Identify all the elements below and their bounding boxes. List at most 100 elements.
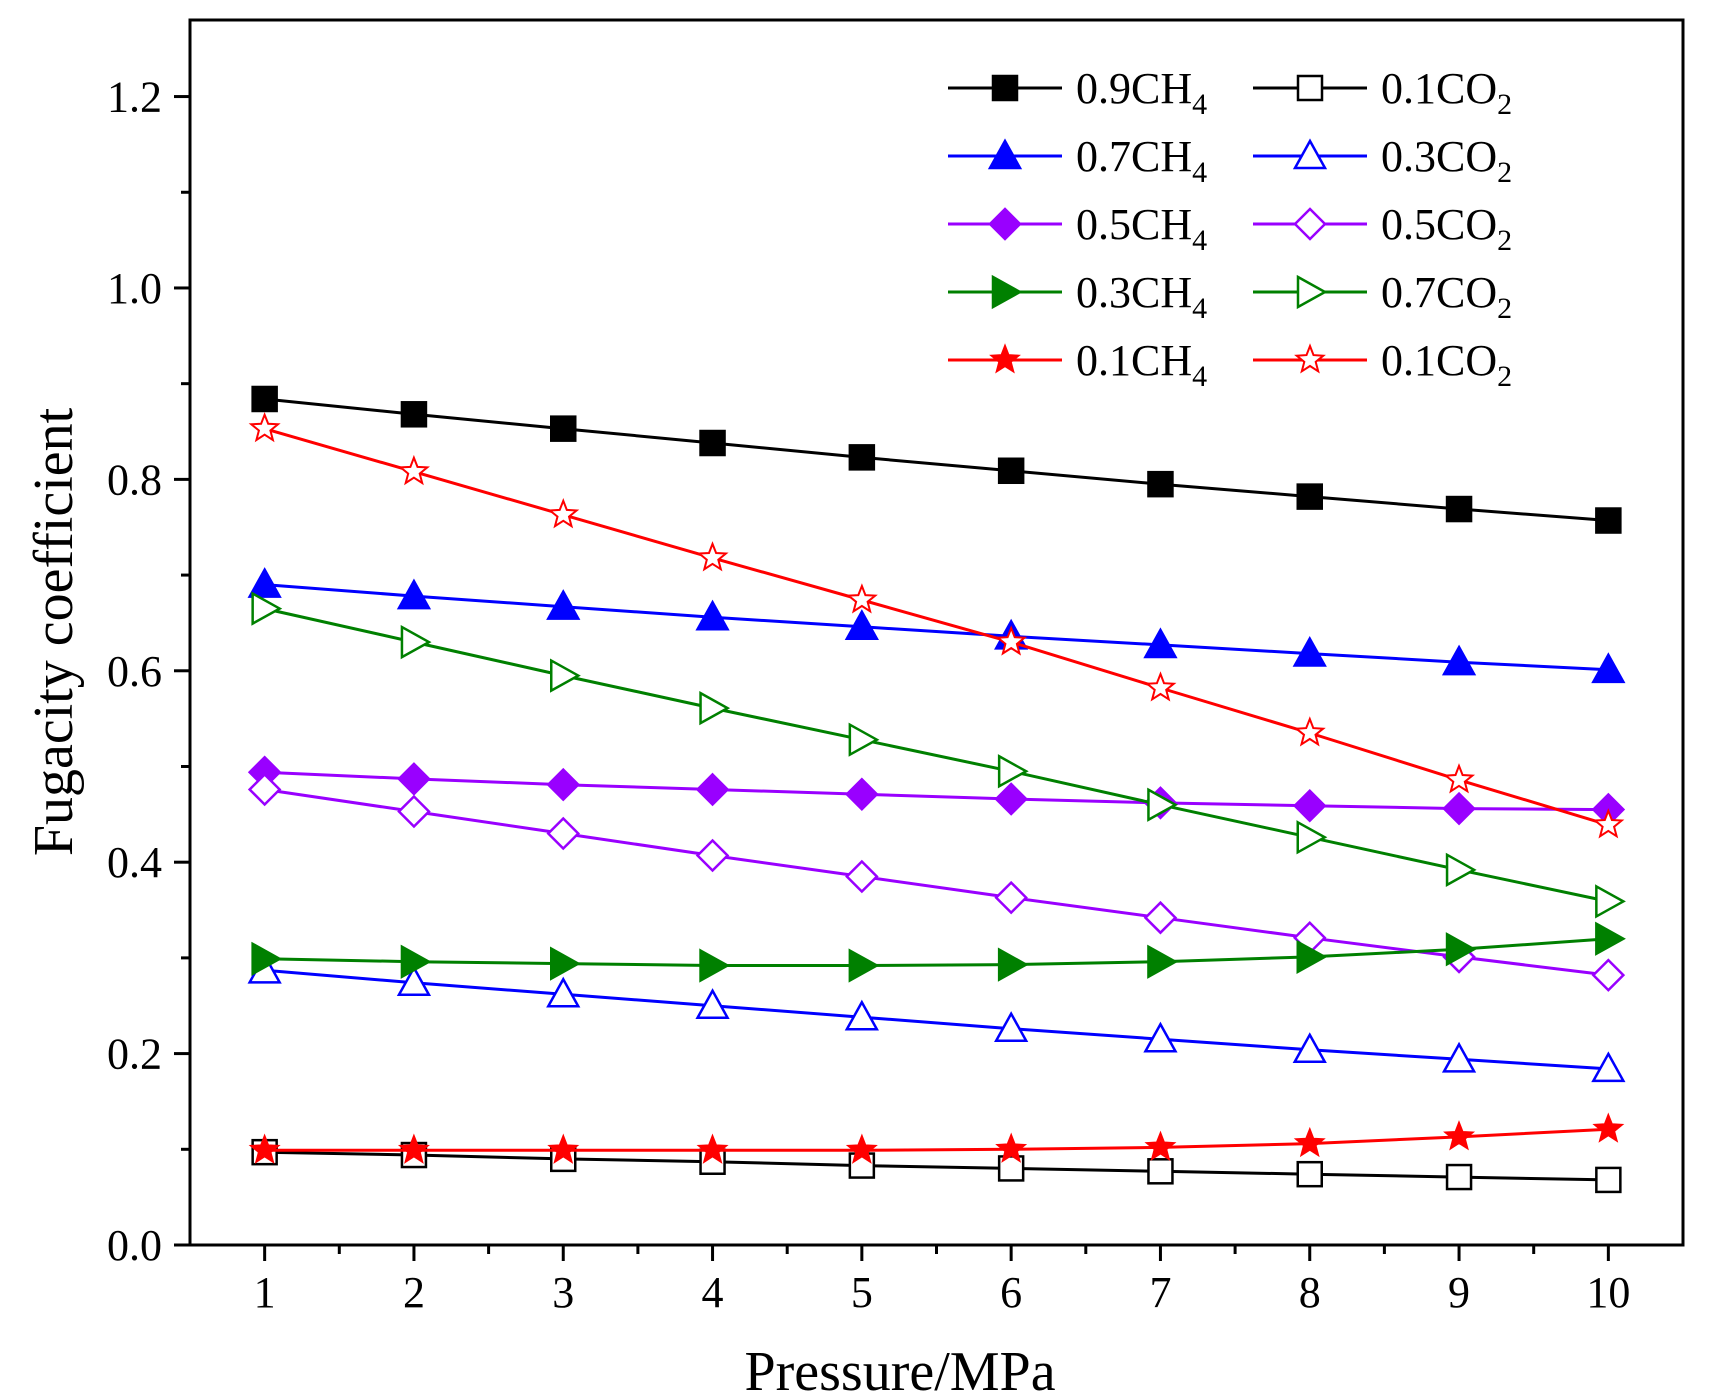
- data-point: [845, 859, 879, 894]
- x-tick-label: 1: [254, 1268, 276, 1317]
- legend-marker: [991, 74, 1019, 102]
- legend-item: 0.9CH4: [948, 64, 1207, 121]
- series-0.1co2: [248, 411, 1625, 839]
- legend-label-main: 0.5CH: [1076, 200, 1192, 249]
- series-0.3co2: [247, 952, 1626, 1083]
- data-point: [994, 1011, 1029, 1042]
- data-point: [1147, 787, 1179, 822]
- data-point: [546, 976, 581, 1008]
- legend-label-subscript: 4: [1192, 224, 1207, 257]
- series-line: [264, 583, 1609, 672]
- legend-label-subscript: 4: [1192, 88, 1207, 121]
- legend-label-main: 0.3CO: [1381, 132, 1497, 181]
- data-point: [994, 782, 1028, 816]
- y-tick-label: 0.6: [107, 647, 162, 696]
- data-point: [848, 722, 880, 757]
- x-axis-title: Pressure/MPa: [744, 1341, 1055, 1400]
- legend-marker: [987, 138, 1023, 170]
- data-point: [699, 690, 731, 726]
- data-point: [695, 988, 730, 1019]
- data-point: [547, 1133, 580, 1164]
- legend-label-main: 0.3CH: [1076, 268, 1192, 317]
- data-point: [546, 767, 581, 802]
- data-point: [1441, 1041, 1477, 1073]
- data-point: [550, 415, 577, 442]
- data-point: [547, 498, 580, 529]
- legend-label: 0.1CO2: [1381, 64, 1512, 121]
- x-tick-label: 6: [1000, 1268, 1022, 1317]
- series-line: [264, 788, 1609, 977]
- data-point: [845, 583, 878, 614]
- series-line: [264, 427, 1609, 827]
- data-point: [251, 941, 283, 976]
- legend-label-main: 0.7CO: [1381, 268, 1497, 317]
- series-0.9ch4: [251, 385, 1622, 534]
- data-point: [844, 609, 879, 641]
- data-point: [997, 947, 1029, 982]
- legend-label-main: 0.9CH: [1076, 64, 1192, 113]
- data-point: [1144, 671, 1177, 702]
- series-0.1co2: [251, 1138, 1622, 1194]
- data-point: [1591, 1051, 1626, 1083]
- data-point: [400, 624, 432, 660]
- data-point: [550, 946, 581, 981]
- data-point: [1292, 788, 1327, 823]
- data-point: [1147, 470, 1174, 498]
- data-point: [1595, 884, 1626, 919]
- x-tick-label: 9: [1448, 1268, 1470, 1317]
- data-point: [1293, 1126, 1326, 1158]
- y-tick-label: 1.2: [107, 73, 162, 122]
- data-point: [1592, 808, 1625, 839]
- series-line: [264, 770, 1609, 812]
- data-point: [1595, 1166, 1622, 1194]
- data-point: [844, 999, 879, 1031]
- data-point: [248, 411, 281, 443]
- legend-label-subscript: 4: [1192, 360, 1207, 393]
- data-point: [1296, 820, 1328, 855]
- legend-item: 0.5CO2: [1253, 200, 1512, 257]
- legend-label-main: 0.1CO: [1381, 336, 1497, 385]
- legend-label-subscript: 2: [1497, 88, 1512, 121]
- data-point: [848, 444, 876, 471]
- x-tick-label: 8: [1299, 1268, 1321, 1317]
- legend-label: 0.7CO2: [1381, 268, 1512, 325]
- legend-marker: [1292, 138, 1328, 170]
- data-point: [550, 658, 581, 693]
- data-point: [248, 1133, 281, 1164]
- data-point: [1292, 635, 1327, 667]
- data-point: [1442, 791, 1476, 826]
- legend-item: 0.7CH4: [948, 132, 1207, 189]
- data-point: [695, 599, 730, 631]
- data-point: [400, 401, 428, 428]
- data-point: [1144, 1130, 1177, 1161]
- legend-label: 0.5CH4: [1076, 200, 1207, 257]
- legend-item: 0.5CH4: [948, 200, 1207, 257]
- x-tick-label: 7: [1149, 1268, 1171, 1317]
- y-axis-title: Fugacity coefficient: [23, 407, 85, 856]
- data-point: [1592, 1112, 1625, 1143]
- legend-marker: [989, 343, 1021, 374]
- data-point: [546, 589, 581, 620]
- legend-label-subscript: 2: [1497, 292, 1512, 325]
- series-line: [264, 607, 1609, 903]
- data-point: [1147, 944, 1179, 979]
- data-point: [699, 948, 731, 983]
- data-point: [1445, 932, 1477, 967]
- data-point: [251, 591, 283, 626]
- data-point: [1296, 939, 1328, 975]
- legend-marker: [991, 274, 1023, 310]
- series-0.5ch4: [247, 755, 1626, 827]
- series-line: [264, 1150, 1609, 1182]
- data-point: [1143, 900, 1178, 935]
- data-point: [397, 454, 430, 486]
- data-point: [1443, 1120, 1476, 1151]
- legend-marker: [988, 207, 1022, 241]
- legend-label: 0.5CO2: [1381, 200, 1512, 257]
- legend-marker: [1294, 343, 1326, 374]
- data-point: [1445, 495, 1473, 523]
- data-point: [1143, 1021, 1178, 1053]
- series-0.7co2: [251, 591, 1626, 919]
- x-tick-label: 4: [702, 1268, 724, 1317]
